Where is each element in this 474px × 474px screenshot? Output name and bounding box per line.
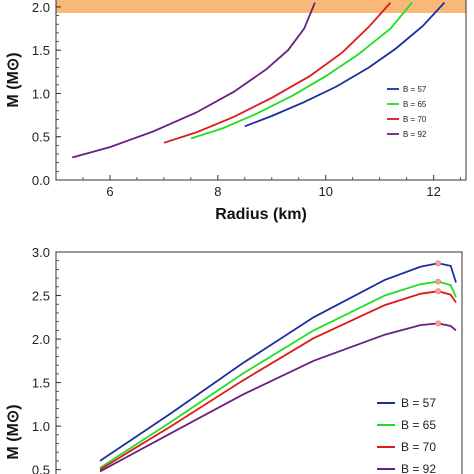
- y-axis-label: M (M⊙): [5, 52, 22, 107]
- x-tick-label: 8: [214, 184, 221, 199]
- legend-label: B = 92: [401, 462, 436, 474]
- y-tick-label: 1.5: [32, 376, 50, 391]
- plot-frame: [55, 0, 467, 181]
- y-tick-label: 0.5: [32, 130, 50, 145]
- legend-label: B = 70: [403, 115, 427, 124]
- series-line-b70: [163, 2, 392, 144]
- y-axis-label: M (M⊙): [5, 404, 22, 459]
- top-chart-mass-radius: 6 8 10 12 0.0 0.5 1.0 1.5 2.0 Radius (km) M (M⊙) B …: [5, 0, 467, 223]
- legend-label: B = 92: [403, 130, 427, 139]
- x-axis-label: Radius (km): [215, 206, 307, 223]
- series-line-b65: [190, 2, 413, 140]
- y-tick-label: 2.0: [32, 0, 50, 15]
- max-mass-marker: [435, 278, 442, 285]
- series-line-b57: [244, 1, 446, 128]
- bottom-chart-mass: 0.5 1.0 1.5 2.0 2.5 3.0 M (M⊙) B = 57 B = 65 B = …: [5, 245, 463, 474]
- plot-frame: [55, 251, 463, 474]
- legend-label: B = 57: [401, 396, 436, 410]
- y-tick-label: 1.5: [32, 43, 50, 58]
- highlight-band: [56, 0, 466, 13]
- series-line-b92: [99, 322, 457, 473]
- y-tick-label: 0.5: [32, 463, 50, 474]
- legend-label: B = 57: [403, 85, 427, 94]
- series-line-b92: [71, 2, 316, 159]
- x-tick-label: 10: [319, 184, 333, 199]
- max-mass-marker: [435, 320, 442, 327]
- y-tick-label: 3.0: [32, 245, 50, 260]
- y-tick-label: 1.0: [32, 86, 50, 101]
- legend-label: B = 65: [401, 418, 436, 432]
- y-tick-label: 1.0: [32, 419, 50, 434]
- max-mass-marker: [435, 288, 442, 295]
- x-tick-label: 6: [106, 184, 113, 199]
- series-line-b57: [99, 262, 457, 462]
- legend-label: B = 70: [401, 440, 436, 454]
- series-line-b70: [99, 290, 457, 471]
- max-mass-marker: [435, 260, 442, 267]
- series-line-b65: [99, 280, 457, 469]
- y-tick-label: 0.0: [32, 173, 50, 188]
- y-tick-label: 2.5: [32, 289, 50, 304]
- legend-label: B = 65: [403, 100, 427, 109]
- y-tick-label: 2.0: [32, 332, 50, 347]
- x-tick-label: 12: [426, 184, 440, 199]
